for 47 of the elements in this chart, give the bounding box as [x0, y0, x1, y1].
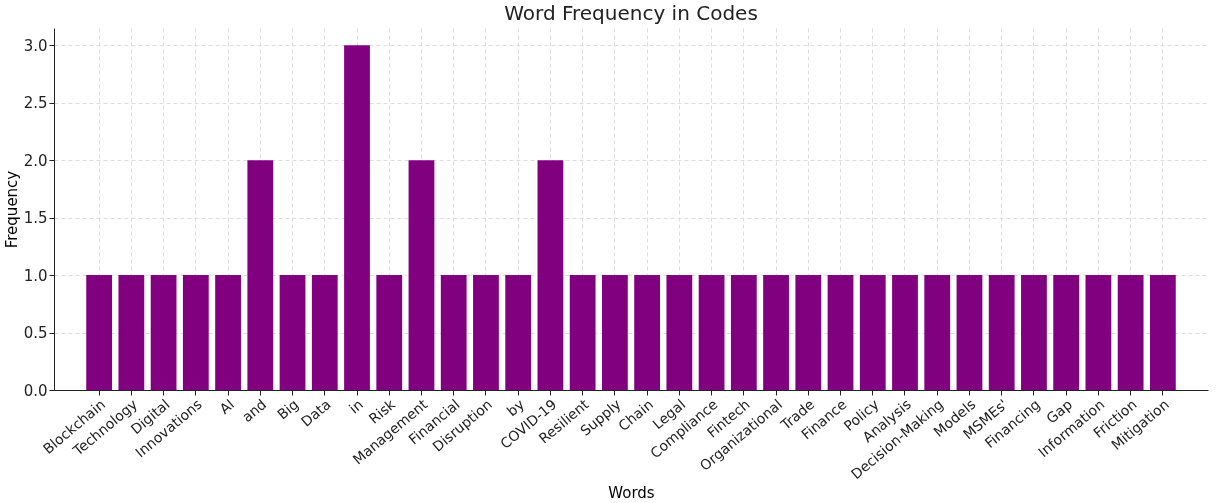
bar [408, 160, 435, 390]
bar [376, 275, 403, 390]
bar [215, 275, 241, 390]
bar [182, 275, 209, 390]
bar [473, 275, 499, 390]
bar [1053, 275, 1080, 390]
y-tick-label: 0.5 [23, 324, 48, 343]
bar [537, 160, 564, 390]
bar [344, 45, 370, 390]
y-tick-label: 2.0 [23, 151, 48, 170]
bar [795, 275, 822, 390]
bar [86, 275, 113, 390]
bar [1117, 275, 1144, 390]
bar [634, 275, 661, 390]
bar [956, 275, 983, 390]
bar [1021, 275, 1047, 390]
y-tick-label: 3.0 [23, 36, 48, 55]
bar [859, 275, 886, 390]
bar [988, 275, 1015, 390]
x-tick-label: and [238, 395, 270, 426]
bar [666, 275, 693, 390]
y-tick-label: 1.0 [23, 266, 48, 285]
bar [118, 275, 145, 390]
bar [763, 275, 789, 390]
bar [601, 275, 628, 390]
y-tick-label: 1.5 [23, 209, 48, 228]
bar [924, 275, 951, 390]
bar [698, 275, 725, 390]
y-tick-label: 0.0 [23, 381, 48, 400]
y-axis-title: Frequency [2, 170, 21, 249]
y-tick-label: 2.5 [23, 94, 48, 113]
bar [505, 275, 532, 390]
bar [569, 275, 596, 390]
bar [1149, 275, 1176, 390]
bar [1085, 275, 1112, 390]
x-tick-label: Big [274, 395, 302, 423]
bar [730, 275, 757, 390]
bar [827, 275, 854, 390]
bar [892, 275, 918, 390]
bar [311, 275, 338, 390]
bar [279, 275, 306, 390]
bar [440, 275, 467, 390]
chart-title: Word Frequency in Codes [504, 1, 758, 25]
bar [247, 160, 274, 390]
x-tick-label: AI [216, 395, 238, 418]
x-axis-title: Words [608, 484, 655, 503]
bar [150, 275, 177, 390]
